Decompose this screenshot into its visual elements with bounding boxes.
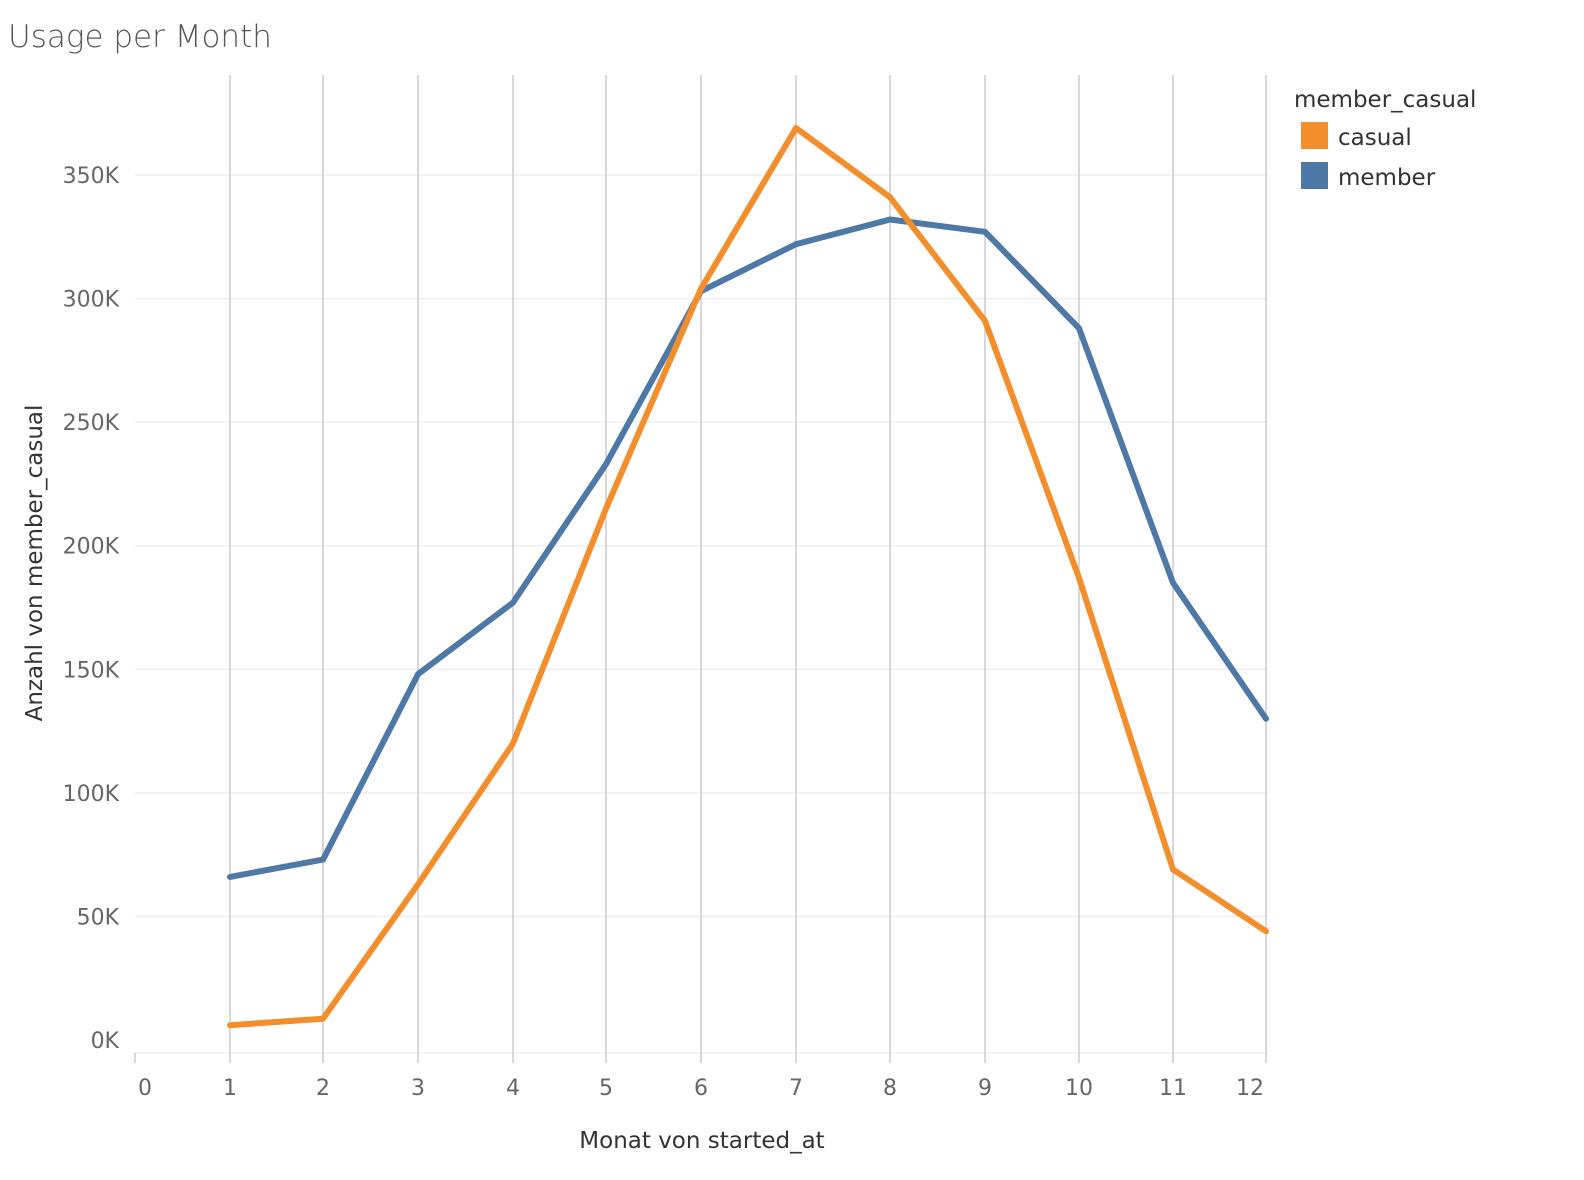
data-point-casual xyxy=(982,318,988,324)
data-point-casual xyxy=(510,740,516,746)
legend-label-casual: casual xyxy=(1338,125,1412,151)
y-tick-label: 300K xyxy=(63,288,120,313)
x-tick-label: 1 xyxy=(223,1076,237,1101)
legend-title: member_casual xyxy=(1294,87,1476,113)
data-point-casual xyxy=(1076,575,1082,581)
series-line-casual xyxy=(227,125,1269,1029)
data-point-member xyxy=(603,461,609,467)
x-tick-label: 6 xyxy=(694,1076,708,1101)
y-tick-label: 250K xyxy=(63,411,120,436)
x-tick-label: 10 xyxy=(1065,1076,1093,1101)
x-tick-label: 12 xyxy=(1236,1076,1264,1101)
x-axis-title: Monat von started_at xyxy=(579,1128,824,1154)
data-point-casual xyxy=(320,1016,326,1022)
grid-layer xyxy=(134,75,1268,1063)
x-tick-label: 0 xyxy=(138,1076,152,1101)
x-tick-label: 8 xyxy=(883,1076,897,1101)
data-point-casual xyxy=(1170,866,1176,872)
y-tick-label: 150K xyxy=(63,658,120,683)
legend: member_casual casual member xyxy=(1294,87,1476,191)
y-tick-label: 100K xyxy=(63,782,120,807)
x-tick-label: 2 xyxy=(316,1076,330,1101)
data-point-member xyxy=(510,600,516,606)
data-point-casual xyxy=(698,286,704,292)
x-tick-label: 4 xyxy=(506,1076,520,1101)
x-tick-label: 5 xyxy=(599,1076,613,1101)
x-tick-label: 7 xyxy=(789,1076,803,1101)
legend-swatch-casual xyxy=(1301,122,1328,149)
legend-swatch-member xyxy=(1301,162,1328,189)
series-layer xyxy=(227,125,1269,1029)
data-point-member xyxy=(415,671,421,677)
data-point-member xyxy=(793,241,799,247)
x-tick-label: 3 xyxy=(411,1076,425,1101)
legend-label-member: member xyxy=(1338,165,1436,191)
series-line-member xyxy=(227,216,1269,880)
data-point-casual xyxy=(887,194,893,200)
y-tick-label: 200K xyxy=(63,535,120,560)
x-tick-label: 9 xyxy=(978,1076,992,1101)
data-point-member xyxy=(227,874,233,880)
y-axis-title: Anzahl von member_casual xyxy=(22,405,48,722)
chart-title: Usage per Month xyxy=(8,19,272,55)
data-point-member xyxy=(1263,716,1269,722)
data-point-member xyxy=(1076,325,1082,331)
y-tick-label: 50K xyxy=(77,905,120,930)
data-point-member xyxy=(887,216,893,222)
data-point-member xyxy=(1170,580,1176,586)
data-point-casual xyxy=(603,506,609,512)
data-point-member xyxy=(320,857,326,863)
data-point-casual xyxy=(227,1022,233,1028)
data-point-member xyxy=(982,229,988,235)
data-point-casual xyxy=(793,125,799,131)
y-tick-label: 350K xyxy=(63,164,120,189)
data-point-casual xyxy=(1263,928,1269,934)
x-tick-label: 11 xyxy=(1159,1076,1187,1101)
data-point-casual xyxy=(415,881,421,887)
y-tick-label: 0K xyxy=(91,1029,120,1054)
